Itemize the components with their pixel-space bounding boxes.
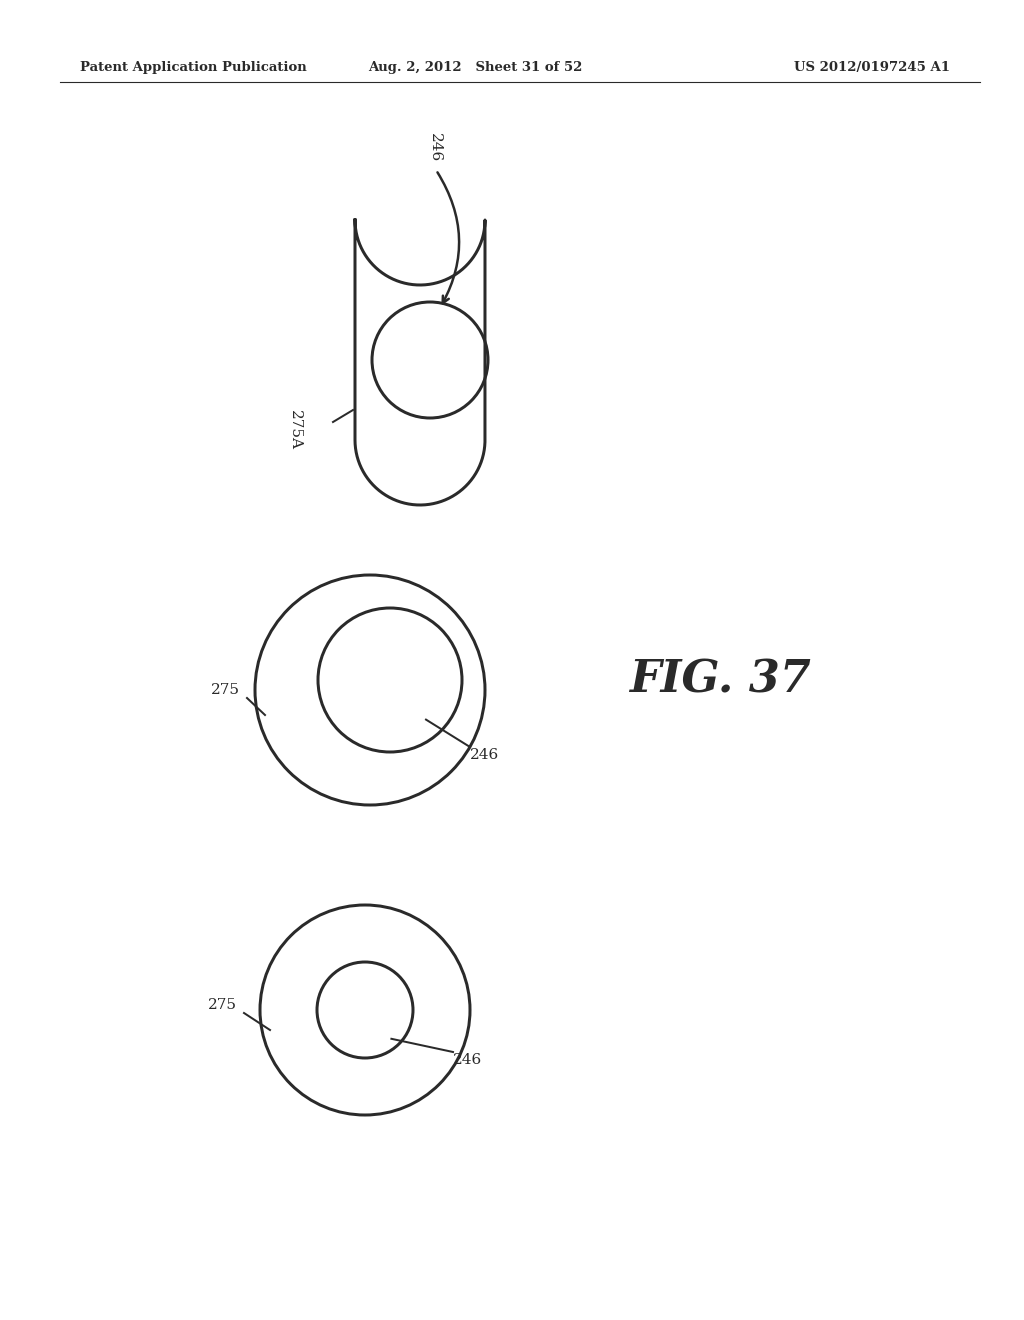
Text: 246: 246 — [454, 1053, 482, 1067]
Text: 275: 275 — [208, 998, 237, 1012]
Text: 246: 246 — [428, 133, 442, 162]
Text: 246: 246 — [470, 748, 500, 762]
Text: 275A: 275A — [288, 411, 302, 450]
Text: FIG. 37: FIG. 37 — [629, 659, 811, 701]
Text: Patent Application Publication: Patent Application Publication — [80, 62, 307, 74]
Text: US 2012/0197245 A1: US 2012/0197245 A1 — [794, 62, 950, 74]
Text: 275: 275 — [211, 682, 240, 697]
Text: Aug. 2, 2012   Sheet 31 of 52: Aug. 2, 2012 Sheet 31 of 52 — [368, 62, 583, 74]
